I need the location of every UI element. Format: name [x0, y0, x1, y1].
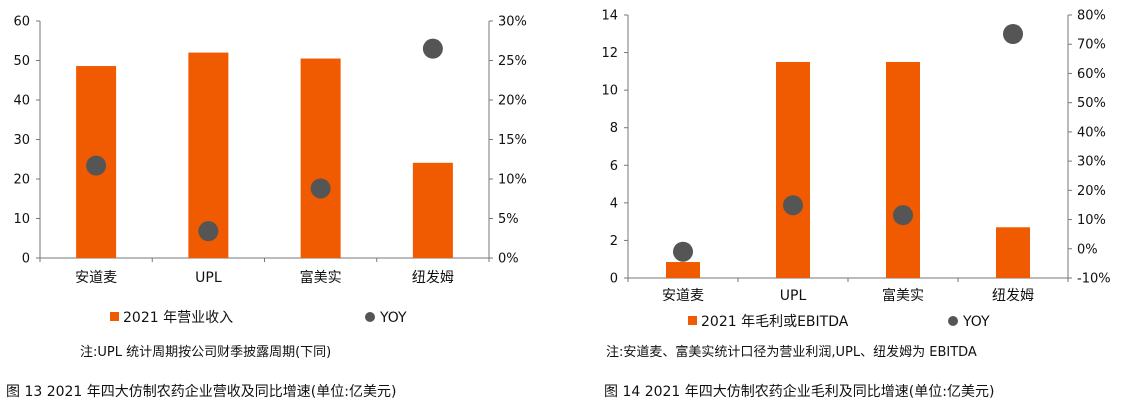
c1-yoy-point	[198, 221, 219, 242]
c1-right-tick-label: 10%	[498, 173, 527, 188]
c2-yoy-point	[893, 205, 913, 226]
chart-2-caption: 图 14 2021 年四大仿制农药企业毛利及同比增速(单位:亿美元)	[604, 384, 995, 400]
c2-bar	[666, 262, 700, 278]
c1-left-tick-label: 30	[13, 133, 30, 148]
c1-right-tick-label: 15%	[498, 133, 527, 148]
c1-right-tick-label: 0%	[498, 252, 519, 267]
c2-category-label: 纽发姆	[992, 288, 1034, 304]
c1-yoy-point	[86, 155, 107, 176]
c1-left-tick-label: 40	[13, 94, 30, 109]
c2-yoy-point	[783, 195, 803, 216]
c2-right-tick-label: 70%	[1077, 38, 1106, 53]
c2-category-label: 安道麦	[662, 288, 704, 304]
c2-yoy-point	[1003, 23, 1023, 44]
c2-bar	[996, 227, 1030, 278]
c1-bar	[300, 58, 341, 259]
c2-yoy-point	[673, 241, 693, 262]
c2-right-tick-label: -10%	[1077, 272, 1111, 287]
c1-right-tick-label: 30%	[498, 15, 527, 30]
c1-right-tick-label: 20%	[498, 94, 527, 109]
c2-category-label: 富美实	[882, 287, 924, 304]
c2-category-label: UPL	[780, 288, 807, 304]
c1-right-tick-label: 25%	[498, 54, 527, 69]
revenue-chart: 0 10 20 30 40 50 60 0% 5% 10% 15% 20% 25% 30% 安道麦 UPL 富美…	[13, 15, 527, 327]
chart-1-note: 注:UPL 统计周期按公司财季披露周期(下同)	[80, 345, 332, 360]
c2-bar	[886, 61, 920, 278]
c2-left-tick-label: 2	[610, 234, 618, 249]
c1-left-tick-label: 50	[13, 54, 30, 69]
c1-legend-bar-label: 2021 年营业收入	[123, 310, 233, 326]
c1-legend-yoy-swatch	[365, 312, 375, 322]
c2-left-tick-label: 8	[610, 121, 618, 136]
c2-left-tick-label: 12	[601, 46, 618, 61]
c1-left-tick-label: 0	[22, 252, 30, 267]
c2-right-tick-label: 0%	[1077, 242, 1098, 257]
c2-left-tick-label: 0	[610, 272, 618, 287]
c2-right-tick-label: 80%	[1077, 9, 1106, 24]
c1-left-tick-label: 20	[13, 173, 30, 188]
c2-right-tick-label: 40%	[1077, 125, 1106, 140]
c1-category-label: 安道麦	[75, 270, 117, 286]
c1-legend-yoy-label: YOY	[379, 310, 407, 326]
c1-left-tick-label: 60	[13, 15, 30, 30]
c1-legend-bar-swatch	[110, 312, 119, 321]
c2-right-tick-label: 20%	[1077, 184, 1106, 199]
c2-legend-yoy-swatch	[948, 316, 958, 326]
chart-1-caption: 图 13 2021 年四大仿制农药企业营收及同比增速(单位:亿美元)	[6, 384, 397, 400]
c1-category-label: UPL	[195, 270, 222, 286]
c2-left-tick-label: 6	[610, 159, 618, 174]
c1-left-tick-label: 10	[13, 212, 30, 227]
c1-yoy-point	[422, 38, 443, 59]
c2-left-tick-label: 4	[610, 196, 618, 211]
c2-right-tick-label: 50%	[1077, 96, 1106, 111]
chart-2-note: 注:安道麦、富美实统计口径为营业利润,UPL、纽发姆为 EBITDA	[606, 345, 977, 360]
c1-category-label: 纽发姆	[412, 270, 454, 286]
c1-right-tick-label: 5%	[498, 212, 519, 227]
c2-legend-bar-swatch	[688, 316, 697, 325]
c2-bar	[776, 61, 810, 278]
c2-legend-bar-label: 2021 年毛利或EBITDA	[701, 314, 849, 330]
c2-right-tick-label: 30%	[1077, 155, 1106, 170]
c2-left-tick-label: 10	[601, 84, 618, 99]
c1-yoy-point	[310, 178, 331, 199]
c1-bar	[412, 162, 453, 258]
c2-left-tick-label: 14	[601, 9, 618, 24]
gross-profit-chart: 0 2 4 6 8 10 12 14 -10% 0% 10% 20% 30% 40% 50% 60% 70% 80…	[601, 9, 1111, 331]
c1-category-label: 富美实	[300, 269, 342, 286]
c2-right-tick-label: 10%	[1077, 213, 1106, 228]
c2-legend-yoy-label: YOY	[962, 314, 990, 330]
c2-right-tick-label: 60%	[1077, 67, 1106, 82]
